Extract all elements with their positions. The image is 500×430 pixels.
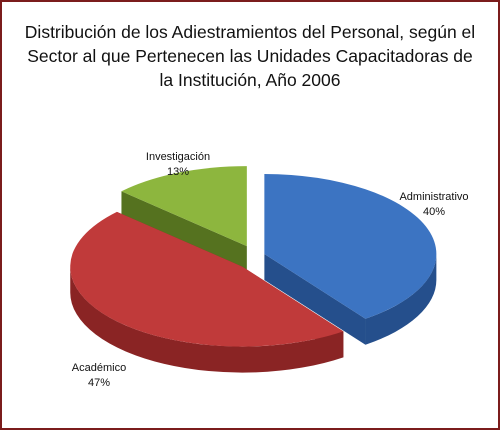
slice-wall xyxy=(70,266,344,373)
slice xyxy=(264,173,437,319)
slice-side xyxy=(121,191,247,273)
data-label-name: Investigación xyxy=(146,151,210,163)
data-label-name: Académico xyxy=(72,362,126,374)
data-label-value: 13% xyxy=(167,166,189,178)
slice-wall xyxy=(365,253,437,345)
slice-side xyxy=(264,253,366,345)
slice xyxy=(121,166,247,247)
data-label-value: 40% xyxy=(423,206,445,218)
chart-title: Distribución de los Adiestramientos del … xyxy=(24,22,476,90)
slice xyxy=(70,211,344,347)
data-label-value: 47% xyxy=(88,377,110,389)
data-label-name: Administrativo xyxy=(399,191,468,203)
